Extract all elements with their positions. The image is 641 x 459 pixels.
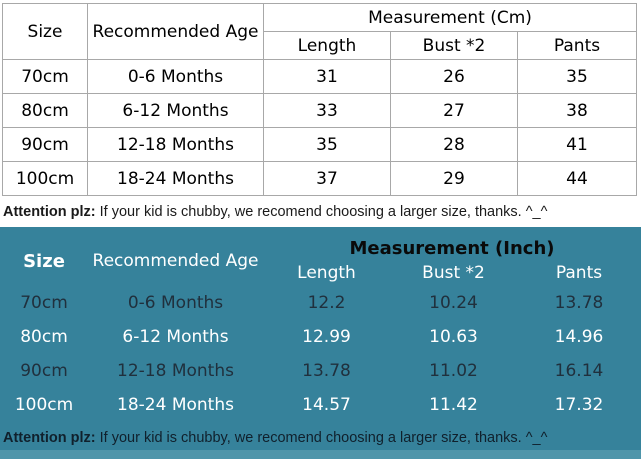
size-cell: 100cm (2, 161, 88, 196)
table-row: 80cm 6-12 Months 12.99 10.63 14.96 (0, 320, 641, 354)
table-row: 90cm 12-18 Months 13.78 11.02 16.14 (0, 354, 641, 388)
inch-header-age: Recommended Age (92, 251, 259, 271)
inch-header-measurement-group: Measurement (Inch) (349, 237, 555, 259)
inch-table-header: Size Recommended Age Measurement (Inch) … (0, 236, 641, 286)
age-cell: 18-24 Months (117, 395, 234, 415)
cm-attention-note: Attention plz: If your kid is chubby, we… (0, 196, 641, 227)
pants-cell: 38 (517, 93, 637, 128)
cm-size-table: Size Recommended Age Measurement (Cm) Le… (2, 3, 637, 196)
inch-header-size: Size (23, 250, 65, 272)
table-row: 80cm 6-12 Months 33 27 38 (2, 93, 637, 128)
attention-text: If your kid is chubby, we recomend choos… (95, 203, 548, 220)
cm-header-size: Size (2, 3, 88, 60)
length-cell: 31 (263, 59, 391, 94)
age-cell: 6-12 Months (87, 93, 264, 128)
inch-attention-note: Attention plz: If your kid is chubby, we… (0, 426, 641, 450)
inch-table-section: Size Recommended Age Measurement (Inch) … (0, 227, 641, 459)
inch-header-pants: Pants (555, 263, 603, 283)
table-row: 70cm 0-6 Months 31 26 35 (2, 59, 637, 94)
length-cell: 12.2 (307, 293, 346, 313)
size-cell: 90cm (20, 361, 68, 381)
bust-cell: 28 (390, 127, 518, 162)
cm-header-measurement-group: Measurement (Cm) (263, 3, 637, 32)
pants-cell: 44 (517, 161, 637, 196)
bust-cell: 27 (390, 93, 518, 128)
length-cell: 37 (263, 161, 391, 196)
size-cell: 90cm (2, 127, 88, 162)
table-row: 100cm 18-24 Months 14.57 11.42 17.32 (0, 388, 641, 422)
pants-cell: 35 (517, 59, 637, 94)
size-cell: 70cm (2, 59, 88, 94)
pants-cell: 17.32 (554, 395, 604, 415)
attention-prefix: Attention plz: (3, 203, 96, 220)
pants-cell: 13.78 (554, 293, 604, 313)
age-cell: 0-6 Months (87, 59, 264, 94)
length-cell: 13.78 (302, 361, 351, 381)
inch-header-length: Length (297, 263, 356, 283)
age-cell: 6-12 Months (122, 327, 229, 347)
length-cell: 14.57 (302, 395, 351, 415)
length-cell: 35 (263, 127, 391, 162)
age-cell: 12-18 Months (117, 361, 234, 381)
cm-header-pants: Pants (517, 31, 637, 60)
age-cell: 12-18 Months (87, 127, 264, 162)
age-cell: 18-24 Months (87, 161, 264, 196)
pants-cell: 14.96 (554, 327, 604, 347)
age-cell: 0-6 Months (127, 293, 224, 313)
inch-header-bust: Bust *2 (422, 263, 485, 283)
size-cell: 100cm (14, 395, 74, 415)
bust-cell: 26 (390, 59, 518, 94)
cm-header-length: Length (263, 31, 391, 60)
attention-text: If your kid is chubby, we recomend choos… (95, 430, 548, 446)
bust-cell: 10.63 (429, 327, 478, 347)
bust-cell: 11.02 (429, 361, 478, 381)
cm-table-section: Size Recommended Age Measurement (Cm) Le… (0, 0, 641, 196)
bust-cell: 10.24 (429, 293, 478, 313)
bust-cell: 11.42 (429, 395, 478, 415)
length-cell: 33 (263, 93, 391, 128)
cm-header-bust: Bust *2 (390, 31, 518, 60)
table-row: 90cm 12-18 Months 35 28 41 (2, 127, 637, 162)
size-cell: 70cm (20, 293, 68, 313)
cm-header-row-1: Size Recommended Age Measurement (Cm) (2, 3, 637, 60)
cm-header-age: Recommended Age (87, 3, 264, 60)
size-cell: 80cm (2, 93, 88, 128)
table-row: 70cm 0-6 Months 12.2 10.24 13.78 (0, 286, 641, 320)
bust-cell: 29 (390, 161, 518, 196)
table-row: 100cm 18-24 Months 37 29 44 (2, 161, 637, 196)
pants-cell: 16.14 (554, 361, 604, 381)
size-cell: 80cm (20, 327, 68, 347)
attention-prefix: Attention plz: (3, 430, 96, 446)
cm-header-row-2: Length Bust *2 Pants (3, 31, 637, 60)
pants-cell: 41 (517, 127, 637, 162)
bottom-strip-decoration (0, 450, 641, 459)
length-cell: 12.99 (302, 327, 351, 347)
